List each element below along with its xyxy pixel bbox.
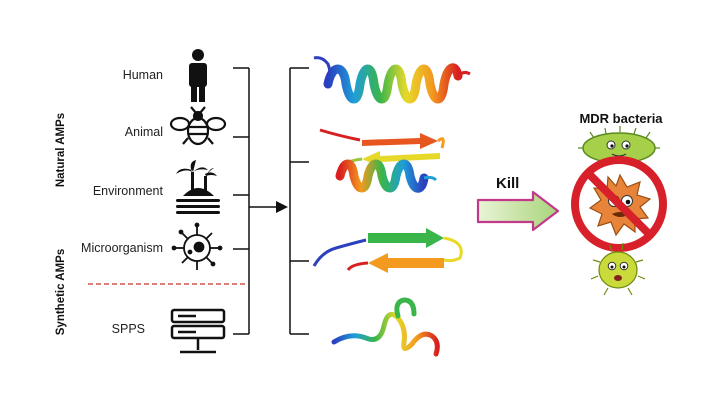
source-label-animal: Animal xyxy=(125,125,163,139)
human-icon xyxy=(189,49,207,102)
mdr-bacteria-label: MDR bacteria xyxy=(579,111,663,126)
synthetic-amps-label: Synthetic AMPs xyxy=(55,249,67,335)
bee-icon xyxy=(169,106,227,146)
beta-helix-structure xyxy=(319,128,445,193)
source-label-spps: SPPS xyxy=(112,322,145,336)
source-label-microorganism: Microorganism xyxy=(81,241,163,255)
random-coil-structure xyxy=(331,297,440,357)
source-label-environment: Environment xyxy=(93,184,164,198)
natural-amps-label: Natural AMPs xyxy=(55,113,67,187)
server-icon xyxy=(170,308,226,354)
center-arrow xyxy=(249,201,288,213)
kill-arrow xyxy=(476,190,560,232)
alpha-helix-structure xyxy=(313,56,471,104)
beta-hairpin-structure xyxy=(312,228,463,273)
island-icon xyxy=(176,160,220,214)
microorganism-icon xyxy=(171,222,223,270)
source-label-human: Human xyxy=(123,68,163,82)
prohibition-sign-icon xyxy=(571,156,667,252)
right-bracket xyxy=(289,67,309,335)
green-bacterium xyxy=(578,126,660,164)
yellow-bacterium xyxy=(590,242,646,296)
kill-label: Kill xyxy=(496,175,519,192)
left-bracket xyxy=(233,67,250,335)
